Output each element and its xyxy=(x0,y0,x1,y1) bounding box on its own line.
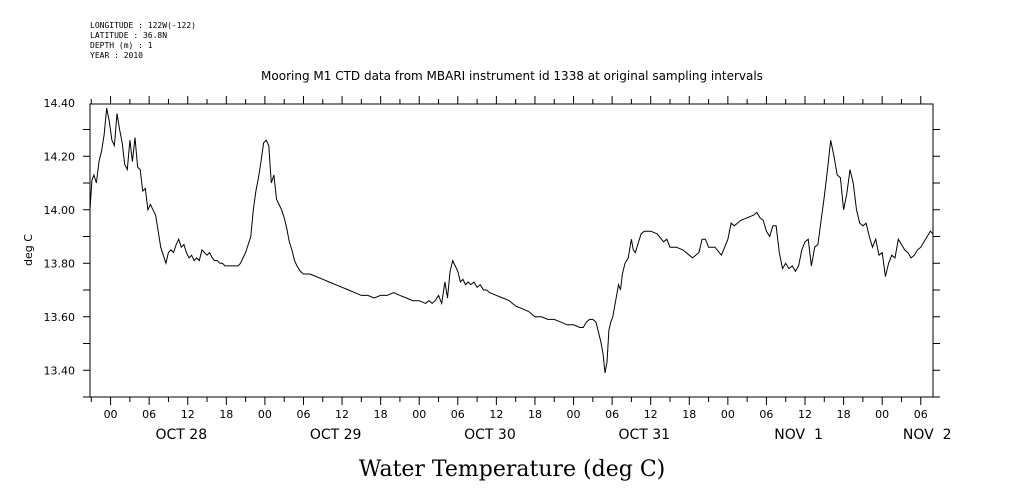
x-hour-tick-label: 00 xyxy=(412,408,426,421)
x-axis-day-labels: OCT 28 OCT 29 OCT 30 OCT 31 NOV 1 NOV 2 xyxy=(155,427,951,443)
y-tick-label: 14.00 xyxy=(44,204,76,217)
x-hour-tick-label: 06 xyxy=(451,408,465,421)
x-hour-tick-label: 18 xyxy=(837,408,851,421)
x-axis-label: Water Temperature (deg C) xyxy=(359,457,666,482)
x-hour-tick-label: 00 xyxy=(258,408,272,421)
water-temperature-series-line xyxy=(89,108,934,373)
x-hour-tick-label: 18 xyxy=(374,408,388,421)
y-axis-tick-labels: 13.40 13.60 13.80 14.00 14.20 14.40 xyxy=(44,97,76,378)
longitude-label: LONGITUDE : 122W(-122) xyxy=(90,21,196,30)
x-hour-tick-label: 12 xyxy=(489,408,503,421)
x-day-label: OCT 28 xyxy=(155,427,207,443)
x-hour-tick-label: 12 xyxy=(181,408,195,421)
dataset-metadata: LONGITUDE : 122W(-122) LATITUDE : 36.8N … xyxy=(90,21,196,61)
x-day-label: OCT 30 xyxy=(464,427,516,443)
x-hour-tick-label: 18 xyxy=(528,408,542,421)
y-axis-label: deg C xyxy=(22,234,35,266)
x-hour-tick-label: 06 xyxy=(296,408,310,421)
x-hour-tick-label: 00 xyxy=(567,408,581,421)
x-hour-tick-label: 12 xyxy=(335,408,349,421)
x-day-label: NOV 2 xyxy=(903,427,952,443)
y-tick-label: 14.40 xyxy=(44,97,76,110)
y-tick-label: 14.20 xyxy=(44,150,76,163)
x-day-label: OCT 29 xyxy=(310,427,362,443)
x-hour-tick-label: 06 xyxy=(605,408,619,421)
depth-label: DEPTH (m) : 1 xyxy=(90,41,153,50)
x-hour-tick-label: 06 xyxy=(914,408,928,421)
chart-title: Mooring M1 CTD data from MBARI instrumen… xyxy=(261,69,763,83)
axis-ticks xyxy=(83,96,940,405)
x-hour-tick-label: 00 xyxy=(721,408,735,421)
x-axis-tick-labels: 00 06 12 18 00 06 12 18 00 06 12 18 00 06 12 18 00 06 12 18… xyxy=(104,408,928,421)
plot-area-frame xyxy=(89,103,934,398)
latitude-label: LATITUDE : 36.8N xyxy=(90,31,168,40)
y-tick-label: 13.40 xyxy=(44,364,76,377)
x-hour-tick-label: 12 xyxy=(644,408,658,421)
x-day-label: NOV 1 xyxy=(774,427,823,443)
x-hour-tick-label: 12 xyxy=(798,408,812,421)
y-tick-label: 13.60 xyxy=(44,311,76,324)
x-hour-tick-label: 06 xyxy=(142,408,156,421)
x-day-label: OCT 31 xyxy=(618,427,670,443)
x-hour-tick-label: 18 xyxy=(682,408,696,421)
year-label: YEAR : 2010 xyxy=(90,51,143,60)
x-hour-tick-label: 18 xyxy=(219,408,233,421)
x-hour-tick-label: 00 xyxy=(875,408,889,421)
x-hour-tick-label: 00 xyxy=(104,408,118,421)
x-hour-tick-label: 06 xyxy=(759,408,773,421)
y-tick-label: 13.80 xyxy=(44,257,76,270)
